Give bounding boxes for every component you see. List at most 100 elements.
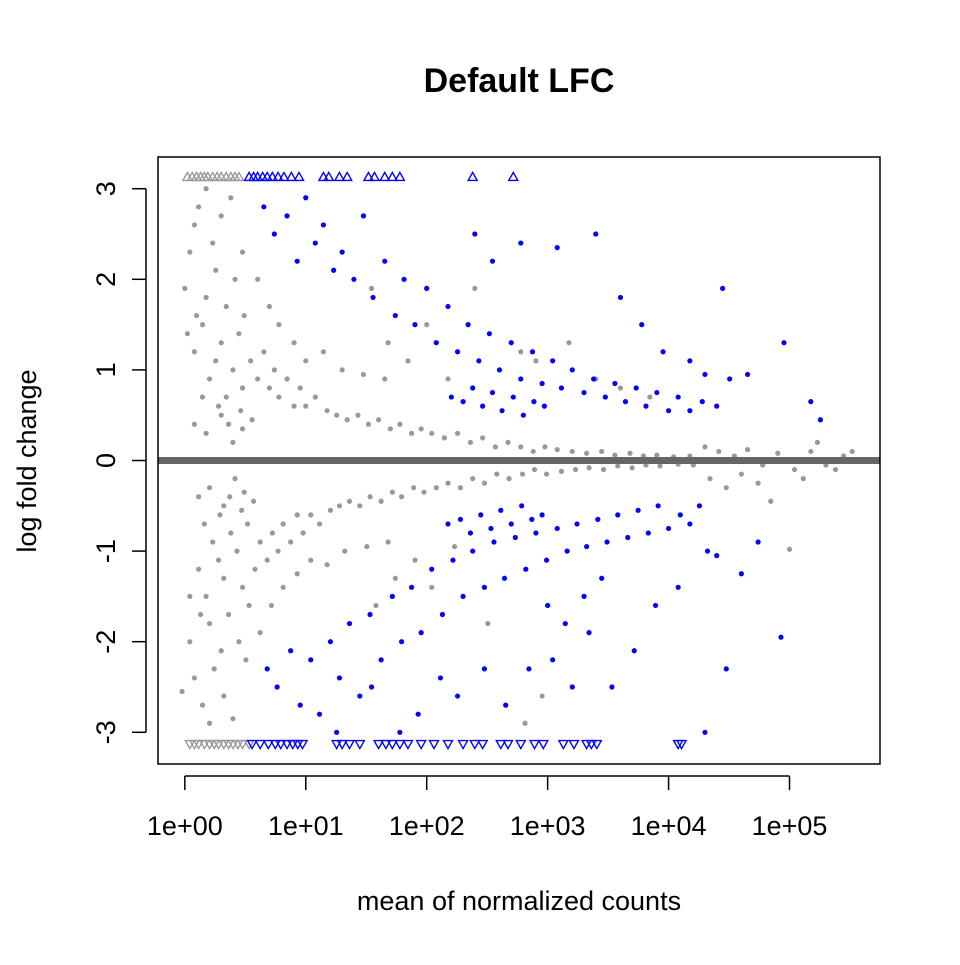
data-point xyxy=(264,557,270,563)
data-point xyxy=(225,611,232,618)
data-point xyxy=(255,376,261,382)
data-point xyxy=(398,494,405,500)
data-point xyxy=(236,639,242,645)
data-point xyxy=(530,448,536,455)
clipped-point-up xyxy=(272,171,284,182)
data-point xyxy=(334,412,340,418)
data-point xyxy=(744,371,751,378)
data-point xyxy=(387,426,393,432)
data-point xyxy=(344,417,350,423)
data-point xyxy=(727,376,733,382)
y-axis-label: log fold change xyxy=(12,369,42,552)
data-point xyxy=(370,294,376,301)
data-point xyxy=(280,521,286,527)
data-point xyxy=(520,412,526,418)
data-point xyxy=(206,485,213,491)
data-point xyxy=(346,498,353,504)
data-point xyxy=(401,276,407,282)
clipped-point-up xyxy=(233,171,245,182)
data-point xyxy=(421,489,427,495)
data-point xyxy=(397,421,403,427)
data-point xyxy=(346,620,353,627)
y-tick-label: 1 xyxy=(91,362,121,377)
data-point xyxy=(454,349,461,355)
data-point xyxy=(723,485,729,491)
data-point xyxy=(498,507,504,513)
data-point xyxy=(654,452,660,458)
data-point xyxy=(554,244,560,251)
clipped-point-up xyxy=(341,171,353,182)
clipped-point-down xyxy=(274,739,287,750)
data-point xyxy=(269,530,276,536)
data-point xyxy=(529,349,536,355)
clipped-point-down xyxy=(354,739,366,750)
data-point xyxy=(817,417,823,423)
data-point xyxy=(496,367,503,373)
data-point xyxy=(554,447,560,453)
data-point xyxy=(569,448,575,455)
data-point xyxy=(445,480,451,486)
data-point xyxy=(398,639,405,645)
data-point xyxy=(677,512,683,518)
data-point xyxy=(364,543,370,550)
clipped-point-down xyxy=(495,739,507,750)
data-point xyxy=(336,675,343,681)
data-point xyxy=(460,593,466,599)
data-point xyxy=(645,530,651,536)
data-point xyxy=(294,571,300,577)
data-point xyxy=(599,575,605,581)
data-point xyxy=(291,340,297,346)
clipped-point-down xyxy=(515,739,527,750)
data-point xyxy=(392,312,398,319)
y-tick-label: -2 xyxy=(91,630,121,654)
data-point xyxy=(248,358,254,364)
data-point xyxy=(316,711,323,717)
data-point xyxy=(467,530,474,536)
data-point xyxy=(255,276,261,282)
data-point xyxy=(720,285,726,291)
data-point xyxy=(617,294,624,301)
data-point xyxy=(412,322,418,328)
data-point xyxy=(539,380,545,387)
clipped-point-up xyxy=(379,171,391,182)
data-point xyxy=(312,394,318,400)
clipped-point-down xyxy=(336,739,348,750)
data-point xyxy=(714,403,720,409)
data-point xyxy=(702,444,708,450)
data-point xyxy=(512,534,518,541)
data-point xyxy=(541,403,547,409)
data-point xyxy=(320,222,327,228)
data-point xyxy=(457,516,464,522)
clipped-point-down xyxy=(262,739,274,750)
data-point xyxy=(665,525,672,532)
data-point xyxy=(203,186,209,192)
data-point xyxy=(424,322,430,328)
data-point xyxy=(246,602,252,609)
data-point xyxy=(257,630,263,636)
y-tick-label: 0 xyxy=(91,453,121,468)
data-point xyxy=(199,394,206,400)
data-point xyxy=(266,303,272,310)
x-tick-label: 1e+00 xyxy=(147,811,223,841)
x-tick-label: 1e+02 xyxy=(389,811,465,841)
clipped-point-down xyxy=(236,739,249,750)
data-point xyxy=(327,507,334,513)
data-point xyxy=(529,516,535,522)
data-point xyxy=(303,403,309,409)
data-point xyxy=(647,394,653,400)
data-point xyxy=(221,575,227,581)
data-point xyxy=(635,507,641,513)
data-point xyxy=(716,448,722,455)
data-point xyxy=(336,503,343,509)
data-point xyxy=(193,312,200,319)
data-point xyxy=(252,566,258,572)
clipped-point-down xyxy=(246,739,258,750)
data-point xyxy=(518,240,524,246)
data-point xyxy=(221,503,227,509)
y-tick-label: -1 xyxy=(91,539,121,563)
data-point xyxy=(615,463,621,469)
data-point xyxy=(707,476,713,482)
data-point xyxy=(234,548,240,554)
data-point xyxy=(228,530,234,536)
data-point xyxy=(411,485,417,491)
